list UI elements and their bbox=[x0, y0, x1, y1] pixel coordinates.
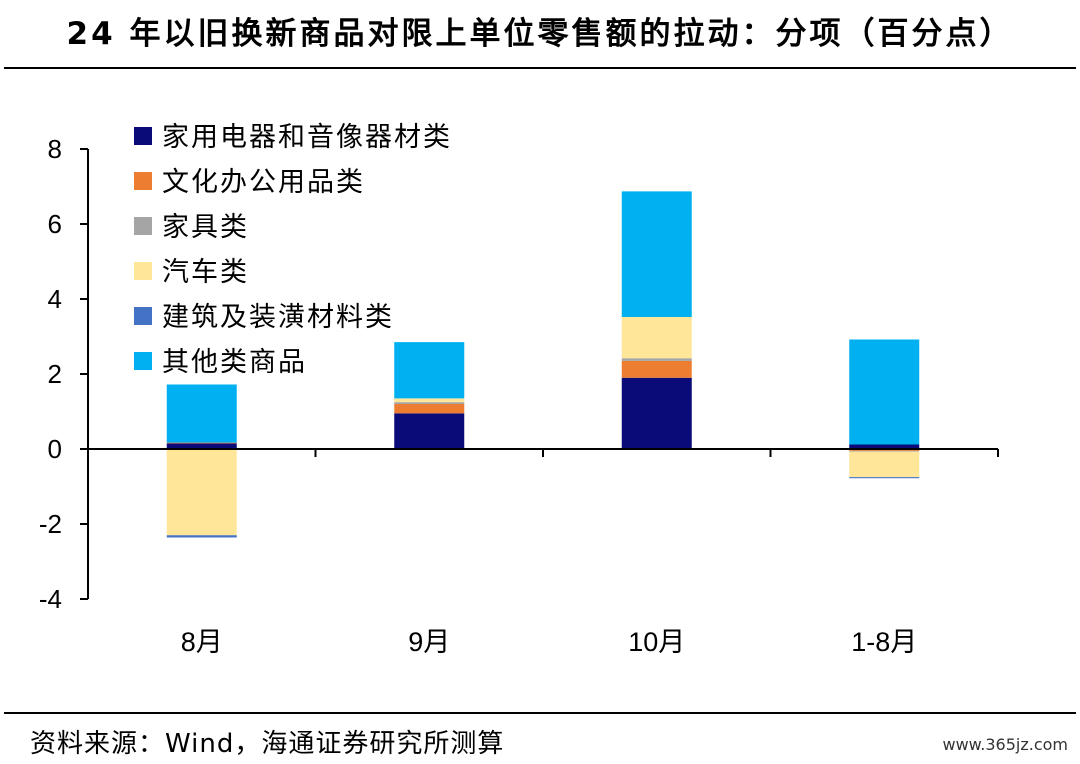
y-tick-label: -4 bbox=[39, 584, 62, 614]
bar-segment bbox=[394, 342, 465, 399]
axes-layer: -4 -2 0 2 4 6 8 8月 9月 10月 1-8月 bbox=[39, 134, 999, 657]
y-tick-label: -2 bbox=[39, 509, 62, 539]
bar-segment bbox=[394, 404, 465, 414]
x-tick-label: 10月 bbox=[628, 627, 685, 657]
y-tick-label: 0 bbox=[48, 434, 62, 464]
bar-segment bbox=[394, 402, 465, 404]
bar-segment bbox=[621, 317, 692, 359]
x-tick-label: 1-8月 bbox=[851, 627, 917, 657]
legend-label: 汽车类 bbox=[162, 257, 249, 288]
legend-label: 建筑及装潢材料类 bbox=[162, 302, 394, 333]
bar-segment bbox=[849, 450, 920, 452]
bar-segment bbox=[621, 377, 692, 449]
legend-label: 家具类 bbox=[162, 212, 249, 243]
bars-layer bbox=[166, 191, 920, 538]
legend-label: 文化办公用品类 bbox=[162, 167, 365, 198]
y-tick-label: 2 bbox=[48, 359, 62, 389]
x-tick-label: 9月 bbox=[408, 627, 450, 657]
bar-segment bbox=[166, 449, 237, 536]
bar-segment bbox=[621, 191, 692, 317]
bar-segment bbox=[166, 535, 237, 538]
bar-segment bbox=[166, 442, 237, 444]
watermark: www.365jz.com bbox=[942, 735, 1068, 754]
y-tick-label: 8 bbox=[48, 134, 62, 164]
legend-label: 家用电器和音像器材类 bbox=[162, 122, 452, 153]
legend-swatch bbox=[134, 352, 152, 370]
legend-swatch bbox=[134, 262, 152, 280]
legend-swatch bbox=[134, 217, 152, 235]
bar-segment bbox=[849, 451, 920, 478]
legend-swatch bbox=[134, 127, 152, 145]
bar-segment bbox=[394, 398, 465, 403]
bar-segment bbox=[394, 413, 465, 449]
bar-segment bbox=[621, 358, 692, 361]
bar-segment bbox=[849, 339, 920, 445]
x-tick-label: 8月 bbox=[181, 627, 223, 657]
y-tick-label: 6 bbox=[48, 209, 62, 239]
bar-segment bbox=[849, 444, 920, 449]
bar-segment bbox=[166, 443, 237, 449]
stacked-bar-chart: -4 -2 0 2 4 6 8 8月 9月 10月 1-8月 家用电器和音像器材类文化办公用品类家具… bbox=[39, 122, 999, 657]
bar-segment bbox=[849, 477, 920, 479]
title-divider bbox=[4, 67, 1076, 69]
bar-segment bbox=[621, 360, 692, 378]
legend-swatch bbox=[134, 307, 152, 325]
footer-divider bbox=[4, 712, 1076, 714]
y-tick-label: 4 bbox=[48, 284, 62, 314]
legend-swatch bbox=[134, 172, 152, 190]
chart-title: 24 年以旧换新商品对限上单位零售额的拉动：分项（百分点） bbox=[66, 16, 1014, 52]
source-note: 资料来源：Wind，海通证券研究所测算 bbox=[30, 729, 505, 759]
bar-segment bbox=[166, 384, 237, 443]
legend-label: 其他类商品 bbox=[162, 347, 307, 378]
